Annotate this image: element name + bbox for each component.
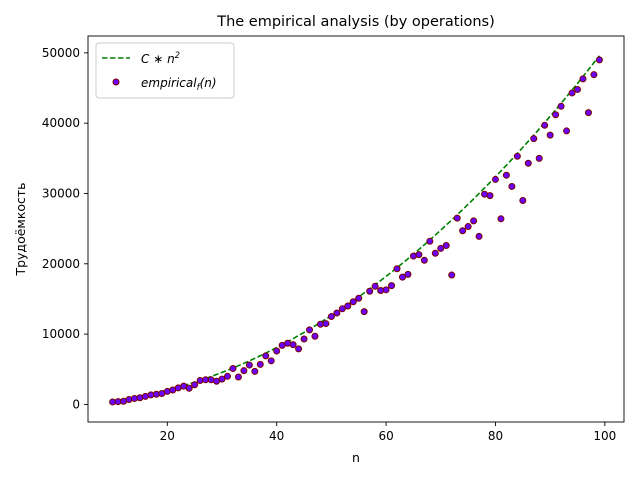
model-curve <box>112 55 601 402</box>
data-point <box>371 282 379 290</box>
data-point <box>415 251 423 259</box>
x-tick-label: 40 <box>269 429 284 443</box>
axes-frame <box>87 35 625 423</box>
data-point <box>191 381 199 389</box>
data-point <box>229 365 237 373</box>
data-point <box>306 326 314 334</box>
data-point <box>574 85 582 93</box>
data-point <box>273 347 281 355</box>
x-tick-label: 20 <box>160 429 175 443</box>
data-point <box>431 249 439 257</box>
data-point <box>584 109 592 117</box>
data-point <box>426 237 434 245</box>
plot-area <box>109 55 603 406</box>
x-axis: 20 40 60 80 100 <box>160 422 616 443</box>
data-point <box>344 302 352 310</box>
x-axis-label: n <box>352 450 360 465</box>
data-point <box>256 360 264 368</box>
data-point <box>338 305 346 313</box>
data-point <box>366 287 374 295</box>
data-point <box>579 75 587 83</box>
data-point <box>355 294 363 302</box>
legend-label-model: C ∗ n2 <box>141 51 180 66</box>
data-point <box>557 102 565 110</box>
data-point <box>125 396 133 403</box>
legend-scatter-marker <box>112 78 120 86</box>
data-point <box>295 345 303 353</box>
data-point <box>333 309 341 317</box>
x-tick-label: 100 <box>593 429 616 443</box>
data-point <box>245 361 253 369</box>
data-point <box>486 192 494 200</box>
data-point <box>437 244 445 252</box>
data-point <box>546 131 554 139</box>
data-point <box>240 367 248 375</box>
y-axis: 0 10000 20000 30000 40000 50000 <box>42 46 88 411</box>
y-tick-label: 40000 <box>42 116 80 130</box>
data-point <box>464 223 472 231</box>
data-point <box>327 313 335 321</box>
y-tick-label: 10000 <box>42 327 80 341</box>
data-point <box>388 282 396 290</box>
data-point <box>218 375 226 383</box>
data-point <box>267 357 275 365</box>
data-point <box>590 71 598 79</box>
data-point <box>453 214 461 222</box>
data-point <box>349 298 357 306</box>
data-point <box>470 217 478 225</box>
data-point <box>595 56 603 64</box>
data-point <box>393 265 401 273</box>
data-point <box>185 384 193 392</box>
data-point <box>475 232 483 240</box>
data-point <box>382 286 390 294</box>
data-point <box>300 335 308 343</box>
data-point <box>524 159 532 167</box>
data-point <box>262 352 270 360</box>
data-point <box>568 89 576 97</box>
y-tick-label: 20000 <box>42 257 80 271</box>
y-axis-label: Трудоёмкость <box>13 182 28 276</box>
data-point <box>311 332 319 340</box>
data-point <box>360 308 368 316</box>
data-point <box>251 367 259 375</box>
data-point <box>398 273 406 281</box>
data-point <box>420 256 428 264</box>
data-point <box>502 171 510 179</box>
data-point <box>442 242 450 250</box>
data-point <box>404 270 412 278</box>
y-tick-label: 50000 <box>42 46 80 60</box>
data-point <box>448 271 456 279</box>
y-tick-label: 30000 <box>42 186 80 200</box>
data-point <box>563 127 571 135</box>
data-point <box>513 152 521 160</box>
chart-title: The empirical analysis (by operations) <box>216 14 495 30</box>
data-point <box>491 175 499 183</box>
data-point <box>289 341 297 349</box>
data-point <box>223 372 231 380</box>
legend-box <box>95 42 235 99</box>
data-point <box>519 197 527 205</box>
data-point <box>497 215 505 223</box>
data-point <box>530 135 538 143</box>
legend: C ∗ n2 empiricalf(n) <box>95 42 235 99</box>
y-tick-label: 0 <box>72 397 80 411</box>
x-tick-label: 80 <box>488 429 503 443</box>
data-point <box>535 154 543 162</box>
data-point <box>322 320 330 328</box>
data-point <box>459 227 467 235</box>
x-tick-label: 60 <box>378 429 393 443</box>
data-point <box>508 182 516 190</box>
data-point <box>541 121 549 129</box>
data-point <box>552 111 560 119</box>
data-point <box>234 373 242 381</box>
